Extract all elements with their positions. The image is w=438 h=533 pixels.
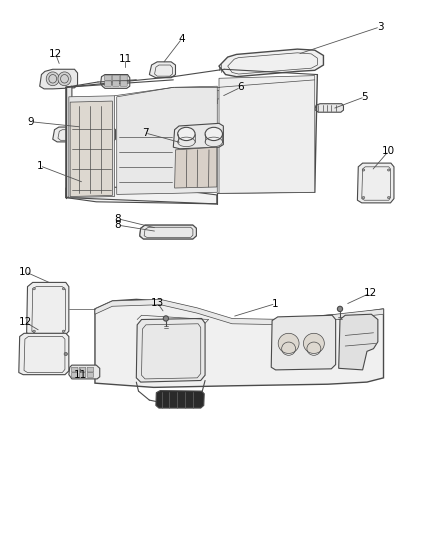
FancyBboxPatch shape bbox=[105, 81, 112, 86]
Text: 10: 10 bbox=[19, 267, 32, 277]
Polygon shape bbox=[219, 49, 323, 77]
Ellipse shape bbox=[46, 72, 59, 86]
Polygon shape bbox=[315, 104, 343, 112]
FancyBboxPatch shape bbox=[113, 81, 119, 86]
Text: 1: 1 bbox=[272, 298, 279, 309]
FancyBboxPatch shape bbox=[71, 367, 78, 372]
Polygon shape bbox=[40, 69, 78, 89]
Polygon shape bbox=[140, 225, 196, 239]
Polygon shape bbox=[156, 391, 204, 408]
Ellipse shape bbox=[178, 127, 195, 141]
Ellipse shape bbox=[58, 72, 71, 86]
Polygon shape bbox=[101, 75, 130, 88]
Text: 10: 10 bbox=[382, 146, 396, 156]
FancyBboxPatch shape bbox=[87, 373, 94, 377]
Polygon shape bbox=[69, 96, 115, 198]
Text: 12: 12 bbox=[364, 288, 377, 298]
Text: 8: 8 bbox=[115, 220, 121, 230]
Polygon shape bbox=[205, 91, 227, 99]
Polygon shape bbox=[95, 300, 384, 325]
Polygon shape bbox=[19, 333, 69, 375]
Text: 5: 5 bbox=[361, 92, 368, 102]
Text: 13: 13 bbox=[151, 297, 164, 308]
Polygon shape bbox=[117, 86, 217, 195]
Text: 12: 12 bbox=[19, 317, 32, 327]
FancyBboxPatch shape bbox=[113, 75, 119, 80]
Text: 3: 3 bbox=[377, 22, 383, 32]
Polygon shape bbox=[219, 76, 315, 193]
Text: 1: 1 bbox=[36, 161, 43, 171]
Polygon shape bbox=[339, 314, 378, 370]
Text: 4: 4 bbox=[179, 34, 185, 44]
Ellipse shape bbox=[163, 316, 169, 321]
FancyBboxPatch shape bbox=[79, 367, 86, 372]
Polygon shape bbox=[357, 163, 394, 203]
Polygon shape bbox=[69, 365, 100, 379]
Polygon shape bbox=[95, 300, 384, 387]
Ellipse shape bbox=[388, 169, 390, 171]
Text: 7: 7 bbox=[142, 128, 148, 138]
Ellipse shape bbox=[304, 333, 324, 353]
Ellipse shape bbox=[337, 306, 343, 312]
Ellipse shape bbox=[62, 288, 65, 290]
Text: 6: 6 bbox=[237, 82, 244, 92]
Polygon shape bbox=[140, 225, 196, 239]
Ellipse shape bbox=[362, 197, 365, 199]
FancyBboxPatch shape bbox=[120, 75, 127, 80]
FancyBboxPatch shape bbox=[71, 373, 78, 377]
Polygon shape bbox=[271, 316, 336, 370]
Ellipse shape bbox=[62, 330, 65, 332]
Polygon shape bbox=[66, 187, 217, 204]
Text: 11: 11 bbox=[74, 370, 87, 380]
Text: 9: 9 bbox=[28, 117, 34, 127]
Polygon shape bbox=[175, 147, 217, 188]
Polygon shape bbox=[70, 101, 113, 197]
Polygon shape bbox=[53, 127, 116, 142]
Polygon shape bbox=[149, 62, 176, 78]
Ellipse shape bbox=[362, 169, 365, 171]
Ellipse shape bbox=[278, 333, 299, 353]
FancyBboxPatch shape bbox=[105, 75, 112, 80]
FancyBboxPatch shape bbox=[87, 367, 94, 372]
Polygon shape bbox=[27, 282, 69, 335]
Ellipse shape bbox=[33, 330, 35, 332]
Text: 12: 12 bbox=[49, 50, 63, 59]
Polygon shape bbox=[136, 318, 205, 382]
FancyBboxPatch shape bbox=[79, 373, 86, 377]
FancyBboxPatch shape bbox=[120, 81, 127, 86]
Text: 8: 8 bbox=[115, 214, 121, 224]
Ellipse shape bbox=[64, 352, 67, 356]
Ellipse shape bbox=[33, 288, 35, 290]
Ellipse shape bbox=[205, 127, 223, 141]
Polygon shape bbox=[66, 86, 72, 198]
Text: 11: 11 bbox=[119, 54, 132, 63]
Polygon shape bbox=[173, 123, 223, 149]
Ellipse shape bbox=[388, 197, 390, 199]
